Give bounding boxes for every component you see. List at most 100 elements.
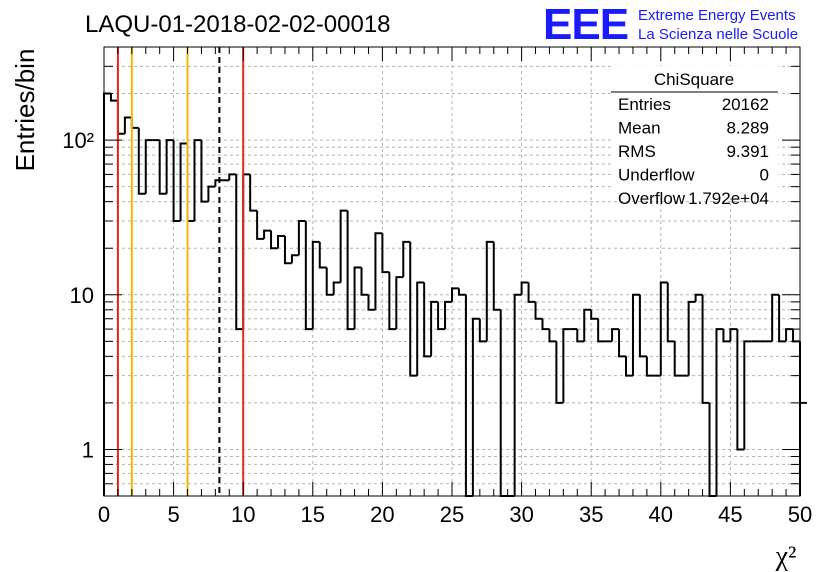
histogram-bin xyxy=(360,267,369,296)
x-tick-label: 5 xyxy=(167,502,179,527)
histogram-bin xyxy=(715,328,724,496)
histogram-bin xyxy=(687,300,696,376)
histogram-bin xyxy=(137,127,146,195)
x-tick-label: 30 xyxy=(509,502,533,527)
histogram-bin xyxy=(353,266,362,330)
reference-lines xyxy=(116,47,245,496)
histogram-bin xyxy=(534,301,543,320)
histogram-bin xyxy=(346,210,355,331)
histogram-bin xyxy=(290,254,299,264)
y-tick-label: 10² xyxy=(62,128,94,153)
x-tick-label: 35 xyxy=(579,502,603,527)
histogram-bin xyxy=(430,300,439,357)
histogram-bin xyxy=(116,100,125,135)
histogram-bin xyxy=(123,116,132,134)
histogram-bin xyxy=(792,329,800,343)
histogram-bin xyxy=(256,210,265,240)
stats-row-value: 9.391 xyxy=(726,142,769,161)
histogram-bin xyxy=(263,229,272,239)
histogram-bin xyxy=(555,341,564,404)
x-tick-label: 25 xyxy=(440,502,464,527)
histogram-bin xyxy=(451,287,459,302)
x-tick-label: 45 xyxy=(718,502,742,527)
x-tick-label: 10 xyxy=(231,502,255,527)
x-axis-label: χ² xyxy=(775,541,797,572)
histogram-bin xyxy=(527,282,536,303)
logo-mark: EEE xyxy=(543,0,628,49)
histogram-bin xyxy=(611,328,620,342)
histogram-bin xyxy=(297,219,306,256)
x-tick-label: 0 xyxy=(98,502,110,527)
stats-row-label: Underflow xyxy=(618,166,695,185)
histogram-bin xyxy=(228,173,237,181)
histogram-series xyxy=(103,92,807,497)
stats-row-value: 8.289 xyxy=(726,119,769,138)
histogram-bin xyxy=(722,329,731,343)
logo-line1: Extreme Energy Events xyxy=(638,7,796,24)
histogram-bin xyxy=(402,240,411,278)
histogram-bin xyxy=(311,240,320,330)
histogram-bin xyxy=(799,341,807,404)
x-tick-label: 40 xyxy=(649,502,673,527)
histogram-bin xyxy=(590,309,599,320)
stats-row-value: 0 xyxy=(760,166,769,185)
histogram-bin xyxy=(318,241,327,269)
histogram-bin xyxy=(666,282,675,343)
histogram-bin xyxy=(743,340,752,450)
histogram-bin xyxy=(165,139,174,194)
histogram-bin xyxy=(478,318,487,343)
histogram-bin xyxy=(485,240,494,342)
histogram-bin xyxy=(277,234,285,249)
stats-box-name: ChiSquare xyxy=(654,70,734,89)
y-tick-label: 10 xyxy=(70,283,94,308)
histogram-bin xyxy=(388,272,397,331)
histogram-bin xyxy=(283,235,292,265)
histogram-bin xyxy=(694,293,703,302)
y-axis-label: Entries/bin xyxy=(10,49,40,172)
histogram-bin xyxy=(193,139,202,221)
histogram-bin xyxy=(242,173,251,330)
histogram-bin xyxy=(771,293,780,342)
x-tick-label: 50 xyxy=(788,502,812,527)
stats-box: ChiSquare Entries 20162 Mean 8.289 RMS 9.391 U… xyxy=(611,66,778,208)
histogram-bin xyxy=(444,300,452,330)
histogram-bin xyxy=(144,139,153,194)
y-tick-label: 1 xyxy=(82,437,94,462)
histogram-bin xyxy=(207,185,216,202)
histogram-bin xyxy=(367,294,376,311)
histogram-bin xyxy=(179,142,188,221)
histogram-bin xyxy=(437,301,446,331)
stats-row-value: 1.792e+04 xyxy=(688,189,769,208)
histogram-bin xyxy=(339,209,348,283)
histogram-bin xyxy=(423,282,432,358)
histogram-bin xyxy=(736,329,745,451)
stats-row-label: Mean xyxy=(618,119,661,138)
histogram-bin xyxy=(304,220,313,331)
histogram-bin xyxy=(548,329,557,343)
logo-line2: La Scienza nelle Scuole xyxy=(638,26,798,43)
histogram-bin xyxy=(270,230,278,250)
histogram-bin xyxy=(235,174,244,331)
histogram-bin xyxy=(492,241,501,311)
histogram-bin xyxy=(541,318,550,331)
histogram-bin xyxy=(583,308,592,342)
stats-box-bg xyxy=(611,66,778,198)
x-tick-label: 15 xyxy=(301,502,325,527)
histogram-bin xyxy=(457,288,466,296)
histogram-bin xyxy=(109,93,118,102)
histogram-bin xyxy=(395,276,404,330)
histogram-bin xyxy=(374,232,383,310)
histogram-bin xyxy=(200,140,209,203)
histogram-bin xyxy=(638,294,647,358)
histogram-bin xyxy=(332,281,341,295)
histogram-bin xyxy=(520,281,529,295)
histogram-bin xyxy=(576,329,585,343)
histogram-bin xyxy=(729,328,738,342)
stats-row-value: 20162 xyxy=(722,95,769,114)
histogram-bin xyxy=(513,293,522,496)
histogram-bin xyxy=(409,241,418,377)
histogram-bin xyxy=(158,140,167,195)
histogram-bin xyxy=(416,281,425,376)
axes: 0 5 10 15 20 25 30 35 40 45 50 1 10 10² xyxy=(62,46,812,527)
